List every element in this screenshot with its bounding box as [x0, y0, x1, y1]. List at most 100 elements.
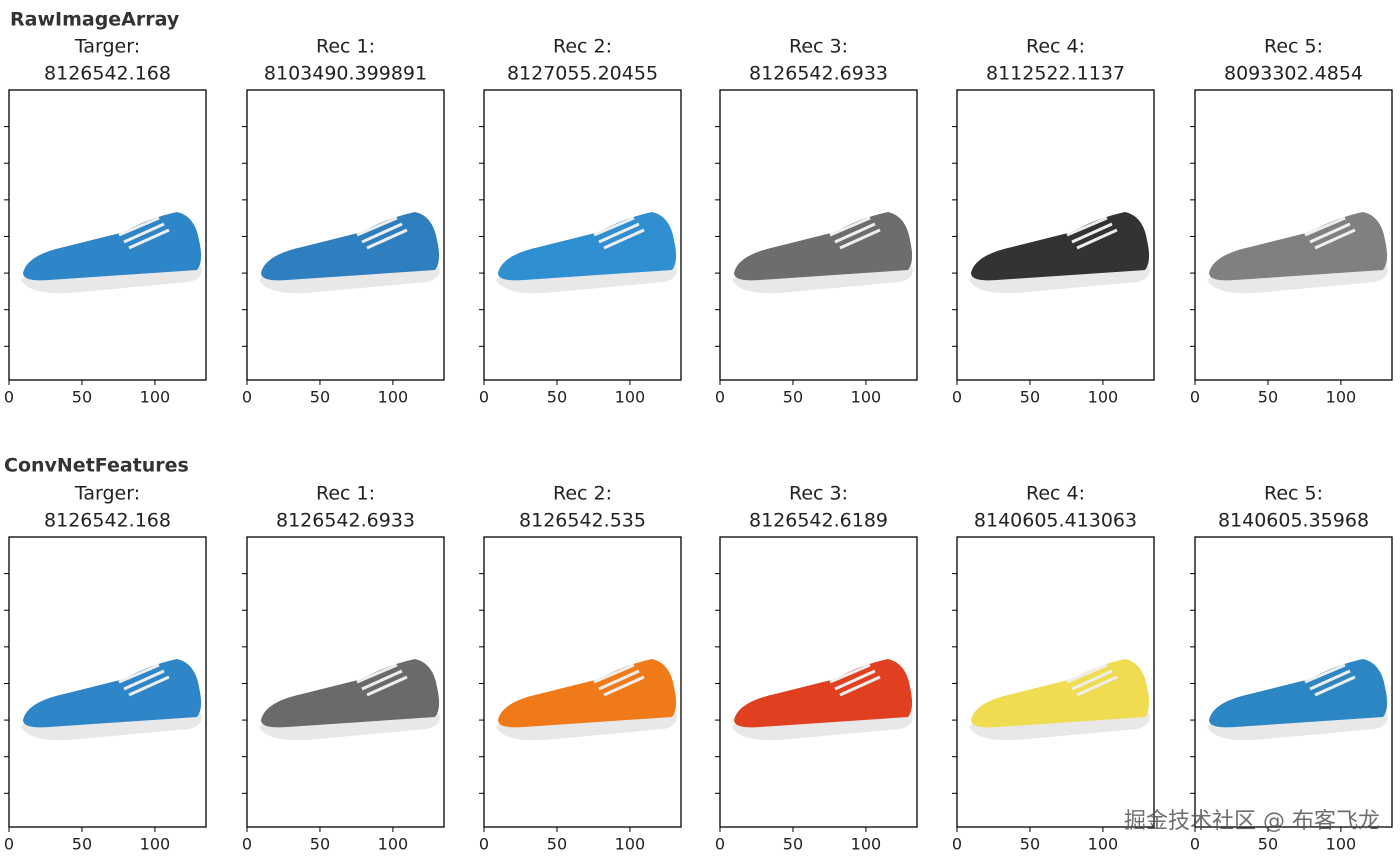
- shoe-upper: [1209, 659, 1388, 728]
- x-tick-label: 100: [615, 835, 646, 854]
- x-tick-label: 50: [72, 388, 92, 407]
- shoe-laces: [829, 663, 881, 697]
- panel-label: Rec 5:: [1264, 483, 1323, 505]
- axes-frame: [1194, 536, 1393, 828]
- shoe-upper: [23, 659, 202, 728]
- shoe-laces: [118, 216, 170, 250]
- shoe-upper: [498, 212, 677, 281]
- panel-label: Targer:: [74, 483, 140, 505]
- shoe-laces: [1066, 663, 1118, 697]
- panel-value: 8126542.6189: [749, 510, 888, 532]
- axes-frame: [483, 89, 682, 381]
- panel-label: Rec 2:: [553, 483, 612, 505]
- panel-value: 8126542.535: [519, 510, 646, 532]
- x-tick-label: 100: [1088, 388, 1119, 407]
- x-tick-label: 0: [715, 388, 725, 407]
- x-tick-label: 0: [479, 388, 489, 407]
- x-tick-label: 0: [715, 835, 725, 854]
- x-tick-label: 0: [4, 835, 14, 854]
- axes-frame: [483, 536, 682, 828]
- x-tick-label: 0: [952, 835, 962, 854]
- shoe-laces: [118, 663, 170, 697]
- panel-label: Rec 1:: [316, 483, 375, 505]
- panel-value: 8126542.6933: [276, 510, 415, 532]
- shoe-upper: [261, 659, 440, 728]
- panel-label: Rec 5:: [1264, 36, 1323, 58]
- image-panel: 0 50 100: [242, 536, 445, 854]
- image-panel: 0 50 100: [479, 89, 682, 407]
- panel-label: Rec 2:: [553, 36, 612, 58]
- x-tick-label: 100: [140, 835, 171, 854]
- x-tick-label: 50: [547, 835, 567, 854]
- x-tick-label: 0: [1190, 835, 1200, 854]
- x-tick-label: 50: [547, 388, 567, 407]
- shoe-upper: [734, 212, 913, 281]
- panel-value: 8140605.413063: [974, 510, 1137, 532]
- image-panel: 0 50 100: [715, 89, 918, 407]
- axes-frame: [246, 89, 445, 381]
- x-tick-label: 50: [1258, 835, 1278, 854]
- shoe-upper: [971, 659, 1150, 728]
- image-panel: 0 50 100: [242, 89, 445, 407]
- x-tick-label: 100: [140, 388, 171, 407]
- panel-value: 8103490.399891: [264, 63, 427, 85]
- shoe-upper: [971, 212, 1150, 281]
- axes-frame: [719, 536, 918, 828]
- panel-label: Rec 1:: [316, 36, 375, 58]
- image-panel: 0 50 100: [952, 89, 1155, 407]
- x-tick-label: 0: [479, 835, 489, 854]
- x-tick-label: 100: [1088, 835, 1119, 854]
- panel-label: Rec 3:: [789, 483, 848, 505]
- image-panel: 0 50 100: [1190, 89, 1393, 407]
- axes-frame: [8, 536, 207, 828]
- panel-value: 8126542.168: [44, 510, 171, 532]
- axes-frame: [246, 536, 445, 828]
- x-tick-label: 100: [1326, 388, 1357, 407]
- shoe-laces: [356, 663, 408, 697]
- shoe-laces: [593, 216, 645, 250]
- panel-value: 8140605.35968: [1218, 510, 1369, 532]
- shoe-laces: [1304, 216, 1356, 250]
- x-tick-label: 0: [4, 388, 14, 407]
- image-panel: 0 50 100: [4, 536, 207, 854]
- x-tick-label: 100: [851, 835, 882, 854]
- x-tick-label: 50: [310, 388, 330, 407]
- shoe-laces: [356, 216, 408, 250]
- image-panel: 0 50 100: [1190, 536, 1393, 854]
- shoe-upper: [261, 212, 440, 281]
- x-tick-label: 50: [72, 835, 92, 854]
- shoe-laces: [1066, 216, 1118, 250]
- panel-value: 8126542.6933: [749, 63, 888, 85]
- x-tick-label: 50: [783, 388, 803, 407]
- watermark: 掘金技术社区 @ 布客飞龙: [1124, 809, 1380, 834]
- x-tick-label: 50: [310, 835, 330, 854]
- x-tick-label: 50: [1020, 388, 1040, 407]
- x-tick-label: 0: [952, 388, 962, 407]
- x-tick-label: 100: [378, 835, 409, 854]
- row-heading: RawImageArray: [10, 9, 180, 31]
- row-heading: ConvNetFeatures: [4, 455, 189, 477]
- x-tick-label: 0: [242, 835, 252, 854]
- x-tick-label: 100: [1326, 835, 1357, 854]
- panel-label: Targer:: [74, 36, 140, 58]
- panel-label: Rec 3:: [789, 36, 848, 58]
- x-tick-label: 50: [783, 835, 803, 854]
- image-panel: 0 50 100: [715, 536, 918, 854]
- panel-label: Rec 4:: [1026, 36, 1085, 58]
- panel-value: 8093302.4854: [1224, 63, 1363, 85]
- axes-frame: [956, 89, 1155, 381]
- axes-frame: [956, 536, 1155, 828]
- shoe-upper: [734, 659, 913, 728]
- panel-value: 8112522.1137: [986, 63, 1125, 85]
- x-tick-label: 0: [242, 388, 252, 407]
- x-tick-label: 100: [851, 388, 882, 407]
- axes-frame: [1194, 89, 1393, 381]
- image-panel: 0 50 100: [479, 536, 682, 854]
- image-panel: 0 50 100: [4, 89, 207, 407]
- panel-value: 8126542.168: [44, 63, 171, 85]
- axes-frame: [719, 89, 918, 381]
- shoe-laces: [593, 663, 645, 697]
- panel-value: 8127055.20455: [507, 63, 658, 85]
